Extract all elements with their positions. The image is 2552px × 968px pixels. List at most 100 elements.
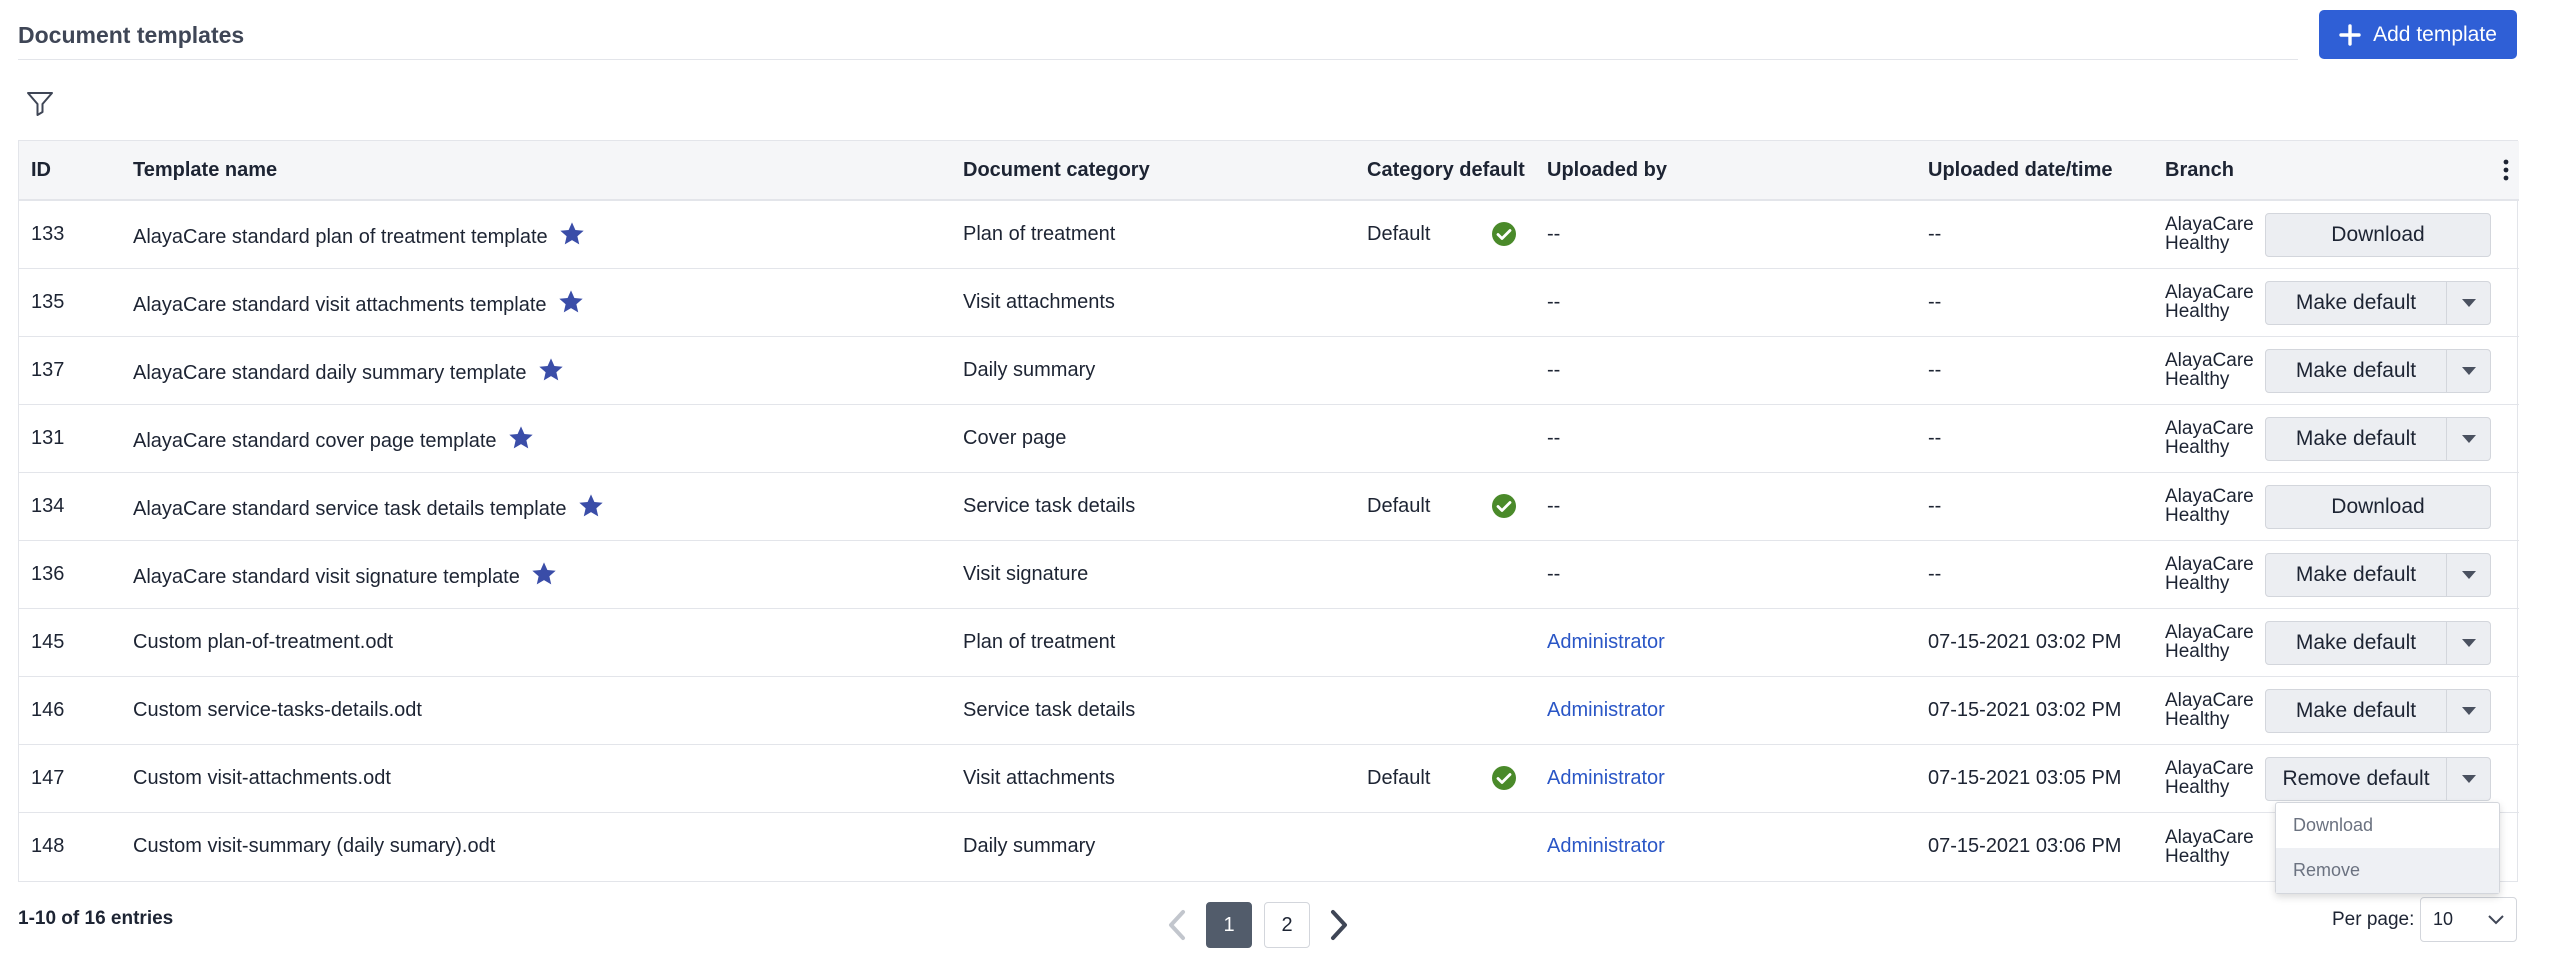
- row-action-split-button: Remove default: [2265, 756, 2491, 801]
- cell-uploaded-datetime: 07-15-2021 03:02 PM: [1928, 630, 2122, 653]
- star-icon: [532, 561, 556, 584]
- per-page-label: Per page:: [2332, 909, 2415, 930]
- check-circle-icon: [1492, 222, 1516, 247]
- template-name: AlayaCare standard plan of treatment tem…: [133, 225, 548, 248]
- row-action-dropdown-toggle[interactable]: [2446, 349, 2490, 392]
- col-template-name-header[interactable]: Template name: [121, 141, 951, 201]
- cell-branch: AlayaCare Healthy: [2153, 812, 2265, 881]
- col-document-category-header[interactable]: Document category: [951, 141, 1355, 201]
- table-header-row: ID Template name Document category Category…: [19, 141, 2519, 201]
- col-uploaded-datetime-header[interactable]: Uploaded date/time: [1916, 141, 2153, 201]
- cell-uploaded-by: --: [1547, 222, 1561, 245]
- row-action-button[interactable]: Download: [2265, 213, 2491, 257]
- cell-uploaded-datetime: 07-15-2021 03:06 PM: [1928, 835, 2122, 858]
- plus-icon: [2339, 23, 2361, 46]
- page-2-button[interactable]: 2: [1264, 902, 1310, 948]
- branch-line-1: AlayaCare: [2165, 554, 2254, 575]
- more-options-icon[interactable]: [2501, 159, 2511, 181]
- cell-document-category: Plan of treatment: [963, 630, 1116, 653]
- table-row: 146 Custom service-tasks-details.odt Servi…: [19, 676, 2519, 744]
- cell-uploaded-by: --: [1547, 562, 1561, 585]
- caret-down-icon: [2461, 570, 2476, 579]
- cell-id: 145: [31, 630, 65, 653]
- row-action-dropdown-toggle[interactable]: [2446, 417, 2490, 460]
- branch-line-1: AlayaCare: [2165, 690, 2254, 711]
- page-1-button[interactable]: 1: [1206, 902, 1252, 948]
- template-name: Custom visit-attachments.odt: [133, 766, 391, 789]
- cell-uploaded-by[interactable]: Administrator: [1547, 835, 1665, 858]
- cell-document-category: Visit attachments: [963, 766, 1115, 789]
- cell-branch: AlayaCare Healthy: [2153, 404, 2265, 472]
- branch-line-1: AlayaCare: [2165, 350, 2254, 371]
- template-name: AlayaCare standard visit signature templ…: [133, 565, 520, 588]
- branch-line-1: AlayaCare: [2165, 214, 2254, 236]
- row-action-button[interactable]: Make default: [2295, 358, 2417, 382]
- add-template-button[interactable]: Add template: [2319, 10, 2517, 59]
- category-default-label: Default: [1367, 766, 1431, 789]
- table-row: 145 Custom plan-of-treatment.odt Plan of t…: [19, 608, 2519, 676]
- cell-uploaded-by[interactable]: Administrator: [1547, 630, 1665, 653]
- row-action-button[interactable]: Remove default: [2282, 766, 2430, 790]
- cell-id: 131: [31, 426, 65, 449]
- row-action-button[interactable]: Download: [2265, 484, 2491, 529]
- template-name: Custom visit-summary (daily sumary).odt: [133, 835, 496, 858]
- cell-category-default: Default: [1355, 200, 1535, 268]
- filter-icon[interactable]: [25, 88, 55, 118]
- row-action-dropdown-toggle[interactable]: [2446, 621, 2490, 664]
- row-action-button[interactable]: Make default: [2295, 698, 2417, 722]
- cell-category-default: [1355, 540, 1535, 608]
- row-action-dropdown-toggle[interactable]: [2446, 689, 2490, 732]
- row-action-button[interactable]: Make default: [2295, 290, 2417, 314]
- cell-actions: Download: [2265, 200, 2519, 268]
- row-action-label: Download: [2331, 223, 2425, 246]
- row-action-button[interactable]: Make default: [2295, 426, 2417, 450]
- previous-page-button[interactable]: [1160, 906, 1194, 944]
- row-action-dropdown-toggle[interactable]: [2446, 553, 2490, 596]
- branch-line-1: AlayaCare: [2165, 418, 2254, 439]
- cell-category-default: [1355, 404, 1535, 472]
- row-action-button[interactable]: Make default: [2295, 562, 2417, 586]
- cell-uploaded-datetime: --: [1928, 358, 1942, 381]
- cell-template-name: AlayaCare standard visit signature templ…: [121, 540, 951, 608]
- cell-id: 146: [31, 698, 65, 721]
- table-row: 135 AlayaCare standard visit attachments …: [19, 268, 2519, 336]
- cell-category-default: [1355, 608, 1535, 676]
- cell-actions: Make default: [2265, 404, 2519, 472]
- caret-down-icon: [2461, 638, 2476, 647]
- cell-branch: AlayaCare Healthy: [2153, 200, 2265, 268]
- col-branch-header[interactable]: Branch: [2153, 141, 2265, 201]
- action-dropdown-menu: Download Remove: [2275, 802, 2500, 894]
- page-header: Document templates: [18, 0, 2298, 60]
- row-action-dropdown-toggle[interactable]: [2446, 757, 2490, 800]
- category-default-label: Default: [1367, 222, 1431, 245]
- cell-branch: AlayaCare Healthy: [2153, 744, 2265, 812]
- per-page-select[interactable]: 10: [2420, 897, 2517, 942]
- branch-line-1: AlayaCare: [2165, 486, 2254, 507]
- chevron-right-icon: [1331, 910, 1347, 940]
- templates-table: ID Template name Document category Category…: [18, 140, 2519, 882]
- next-page-button[interactable]: [1322, 906, 1356, 944]
- cell-actions: Make default: [2265, 608, 2519, 676]
- cell-template-name: AlayaCare standard daily summary templat…: [121, 336, 951, 404]
- table-row: 137 AlayaCare standard daily summary temp…: [19, 336, 2519, 404]
- check-circle-icon: [1492, 494, 1516, 518]
- cell-branch: AlayaCare Healthy: [2153, 336, 2265, 404]
- cell-uploaded-by[interactable]: Administrator: [1547, 766, 1665, 789]
- template-name: AlayaCare standard cover page template: [133, 429, 497, 452]
- row-action-button[interactable]: Make default: [2295, 630, 2417, 654]
- star-icon: [538, 357, 563, 380]
- cell-uploaded-by[interactable]: Administrator: [1547, 698, 1665, 721]
- col-uploaded-by-header[interactable]: Uploaded by: [1535, 141, 1916, 201]
- cell-category-default: [1355, 336, 1535, 404]
- cell-branch: AlayaCare Healthy: [2153, 608, 2265, 676]
- dropdown-item-download[interactable]: Download: [2293, 815, 2374, 835]
- cell-id: 137: [31, 358, 65, 381]
- table-row: 133 AlayaCare standard plan of treatment …: [19, 200, 2519, 268]
- dropdown-item-remove[interactable]: Remove: [2276, 848, 2499, 893]
- cell-template-name: AlayaCare standard service task details …: [121, 472, 951, 540]
- cell-template-name: AlayaCare standard cover page template: [121, 404, 951, 472]
- col-id-header[interactable]: ID: [19, 141, 121, 201]
- col-category-default-header[interactable]: Category default: [1355, 141, 1535, 201]
- row-action-dropdown-toggle[interactable]: [2446, 281, 2490, 324]
- cell-actions: Make default: [2265, 268, 2519, 336]
